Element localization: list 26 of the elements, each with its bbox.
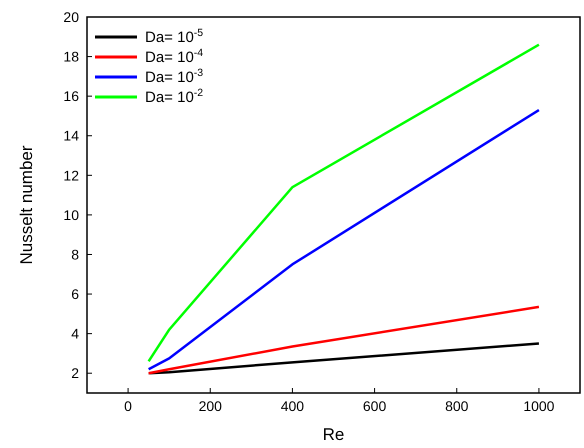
legend-label: Da= 10$^{-5}$	[145, 27, 204, 46]
y-tick-label: 14	[63, 128, 80, 144]
y-tick-label: 10	[63, 206, 80, 223]
x-axis-title: Re	[322, 425, 344, 444]
legend-label: Da= 10$^{-3}$	[145, 67, 204, 86]
x-tick-label: 200	[198, 398, 222, 414]
x-tick-label: 400	[280, 398, 304, 414]
legend-label: Da= 10$^{-4}$	[145, 47, 204, 66]
y-axis-title: Nusselt number	[17, 145, 36, 265]
y-tick-label: 16	[63, 88, 80, 104]
line-series	[147, 108, 540, 371]
x-tick-label: 1000	[523, 398, 555, 414]
y-tick-label: 4	[71, 326, 80, 342]
y-tick-label: 2	[71, 365, 80, 382]
y-tick-label: 18	[63, 48, 80, 65]
x-tick-label: 0	[124, 398, 132, 414]
line-series	[147, 43, 540, 363]
y-tick-label: 6	[71, 286, 80, 302]
x-tick-label: 600	[362, 398, 386, 414]
y-tick-label: 12	[63, 167, 80, 184]
legend-label: Da= 10$^{-2}$	[145, 87, 204, 106]
line-series	[147, 306, 540, 374]
y-tick-label: 20	[63, 9, 80, 25]
y-tick-label: 8	[71, 246, 80, 262]
x-tick-label: 800	[445, 398, 469, 414]
line-series	[147, 342, 540, 374]
